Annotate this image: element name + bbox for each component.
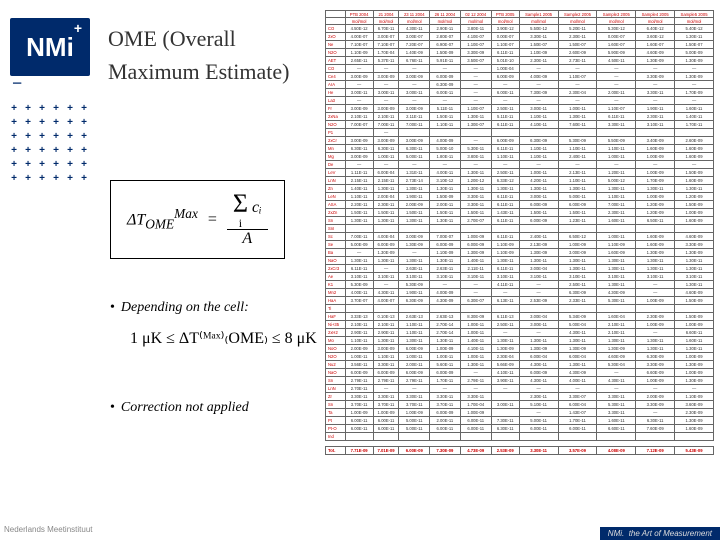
table-row: P1—: [326, 129, 714, 137]
table-row: LnN2.15E-112.15E-112.73E-143.10E-121.20E…: [326, 177, 714, 185]
table-row: AET2.65E-115.37E-116.76E-115.91E-113.50E…: [326, 57, 714, 65]
table-row: LnN2.70E-11——————————: [326, 385, 714, 393]
table-row: 2xCr3.00E-093.00E-093.00E-094.00E-09—6.0…: [326, 137, 714, 145]
table-row: SnI: [326, 225, 714, 233]
logo: NMi +: [10, 18, 90, 76]
table-row: Sn1.30E-111.30E-111.30E-111.30E-112.70E-…: [326, 217, 714, 225]
data-table: PTB 200421 200423 11 200426 11 200402 12…: [325, 10, 714, 455]
bullet-depending: •Depending on the cell:: [110, 300, 249, 316]
table-row: NoO2.00E-093.00E-096.00E-091.00E-094.10E…: [326, 345, 714, 353]
table-row: Sc7.00E-114.00E-043.00E-097.00E-071.00E-…: [326, 233, 714, 241]
plus-grid: ++++++++++++++++++++++++++++++++++++: [8, 102, 90, 184]
table-row: HaA3.70E-074.00E-076.30E-094.30E-096.30E…: [326, 297, 714, 305]
logo-text: NMi: [26, 32, 74, 63]
table-row: Sn3.70E-113.70E-113.70E-113.70E-111.70E-…: [326, 401, 714, 409]
logo-minus: −: [12, 73, 22, 94]
formula-range: 1 μK ≤ ΔT⁽ᴹᵃˣ⁾₍OME₎ ≤ 8 μK: [130, 328, 317, 348]
table-row: Mn24.00E-114.30E-111.90E-114.00E-09———6.…: [326, 289, 714, 297]
table-row: Zn1.40E-111.30E-111.30E-111.30E-111.30E-…: [326, 185, 714, 193]
table-row: N2O7.00E-077.00E-117.00E-111.10E-111.30E…: [326, 121, 714, 129]
table-row: Pt-O6.00E-116.00E-115.00E-116.00E-116.00…: [326, 425, 714, 433]
table-row: NaO6.00E-096.00E-096.00E-096.00E-09—4.10…: [326, 369, 714, 377]
table-row: Fr3.00E-093.00E-093.00E-095.11E-111.10E-…: [326, 105, 714, 113]
table-row: N2O1.00E-111.10E-111.00E-111.00E-111.00E…: [326, 353, 714, 361]
table-row: K15.30E-09—5.30E-09——4.11E-11—2.50E-111.…: [326, 281, 714, 289]
table-row: CO4.50E-126.70E-114.30E-112.90E-113.80E-…: [326, 25, 714, 33]
table-row: Ne7.10E-077.10E-077.20E-076.90E-071.10E-…: [326, 41, 714, 49]
table-row: Mo1.10E-111.30E-111.30E-111.30E-111.40E-…: [326, 337, 714, 345]
formula-lhs: ΔTOMEMax: [127, 206, 198, 233]
table-row: Ba—1.30E-09—1.10E-091.30E-091.10E-091.30…: [326, 249, 714, 257]
table-row: ArA———6.30E-09———————: [326, 81, 714, 89]
table-row: 2xH22.90E-112.90E-111.10E-112.70E-141.00…: [326, 329, 714, 337]
formula-ome: ΔTOMEMax = Σ i cᵢ A: [110, 180, 285, 259]
bullet-correction: •Correction not applied: [110, 400, 249, 416]
table-row: NaO1.30E-111.30E-111.30E-111.30E-111.40E…: [326, 257, 714, 265]
table-row: Ta1.00E-091.00E-091.00E-096.00E-091.00E-…: [326, 409, 714, 417]
table-row: Nu23.56E-113.30E-112.00E-115.60E-111.30E…: [326, 361, 714, 369]
table-row: 2xO4.00E-073.00E-073.00E-072.80E-074.10E…: [326, 33, 714, 41]
table-row: Mg3.00E-091.00E-115.00E-111.80E-113.80E-…: [326, 153, 714, 161]
table-row: Se5.00E-096.00E-091.30E-096.00E-096.00E-…: [326, 241, 714, 249]
table-total: Tot.7.71E-097.01E-096.00E-097.30E-094.73…: [326, 447, 714, 455]
table-row: Ti: [326, 305, 714, 313]
table-row: LeN1.10E-112.00E-041.90E-111.50E-093.30E…: [326, 193, 714, 201]
table-row: Ni+352.10E-112.10E-111.10E-112.70E-141.0…: [326, 321, 714, 329]
data-table-wrap: PTB 200421 200423 11 200426 11 200402 12…: [325, 10, 714, 510]
table-row: Pt6.00E-116.00E-115.00E-112.00E-116.00E-…: [326, 417, 714, 425]
table-row: Ce43.00E-093.00E-093.00E-096.00E-09—6.00…: [326, 73, 714, 81]
table-row: 2xNa2.10E-112.10E-112.11E-111.50E-111.30…: [326, 113, 714, 121]
table-row: 2xZn1.50E-111.50E-111.50E-111.50E-111.50…: [326, 209, 714, 217]
table-row: La3———————————: [326, 97, 714, 105]
table-row: HaF3.33E-130.10E-132.63E-132.63E-138.30E…: [326, 313, 714, 321]
logo-plus: +: [74, 20, 82, 36]
table-row: LeV1.11E-116.00E-041.31E-114.00E-111.30E…: [326, 169, 714, 177]
footer-left: Nederlands Meetinstituut: [4, 525, 93, 534]
logo-block: NMi + −: [10, 18, 96, 76]
table-row: Ind: [326, 433, 714, 441]
table-row: Ae3.10E-113.10E-113.10E-113.10E-113.10E-…: [326, 273, 714, 281]
table-row: De———————————: [326, 161, 714, 169]
footer-right: NMi. the Art of Measurement: [500, 526, 720, 540]
table-row: N2O1.10E-091.70E-041.40E-091.50E-093.30E…: [326, 49, 714, 57]
table-row: 2xCr36.11E-11—2.63E-112.63E-112.11E-116.…: [326, 265, 714, 273]
page-title: OME (Overall Maximum Estimate): [108, 22, 318, 88]
table-row: He3.00E-113.00E-113.00E-116.00E-11—6.00E…: [326, 89, 714, 97]
table-row: Zr3.30E-113.30E-113.30E-113.30E-113.30E-…: [326, 393, 714, 401]
table-row: ASA2.20E-112.30E-112.00E-092.00E-113.30E…: [326, 201, 714, 209]
table-row: Sn2.79E-112.79E-112.79E-111.70E-112.79E-…: [326, 377, 714, 385]
table-row: Mn6.30E-116.30E-116.30E-115.00E-105.30E-…: [326, 145, 714, 153]
table-row: CO—————1.00E-04—————: [326, 65, 714, 73]
formula-fraction: Σ i cᵢ A: [227, 191, 268, 248]
